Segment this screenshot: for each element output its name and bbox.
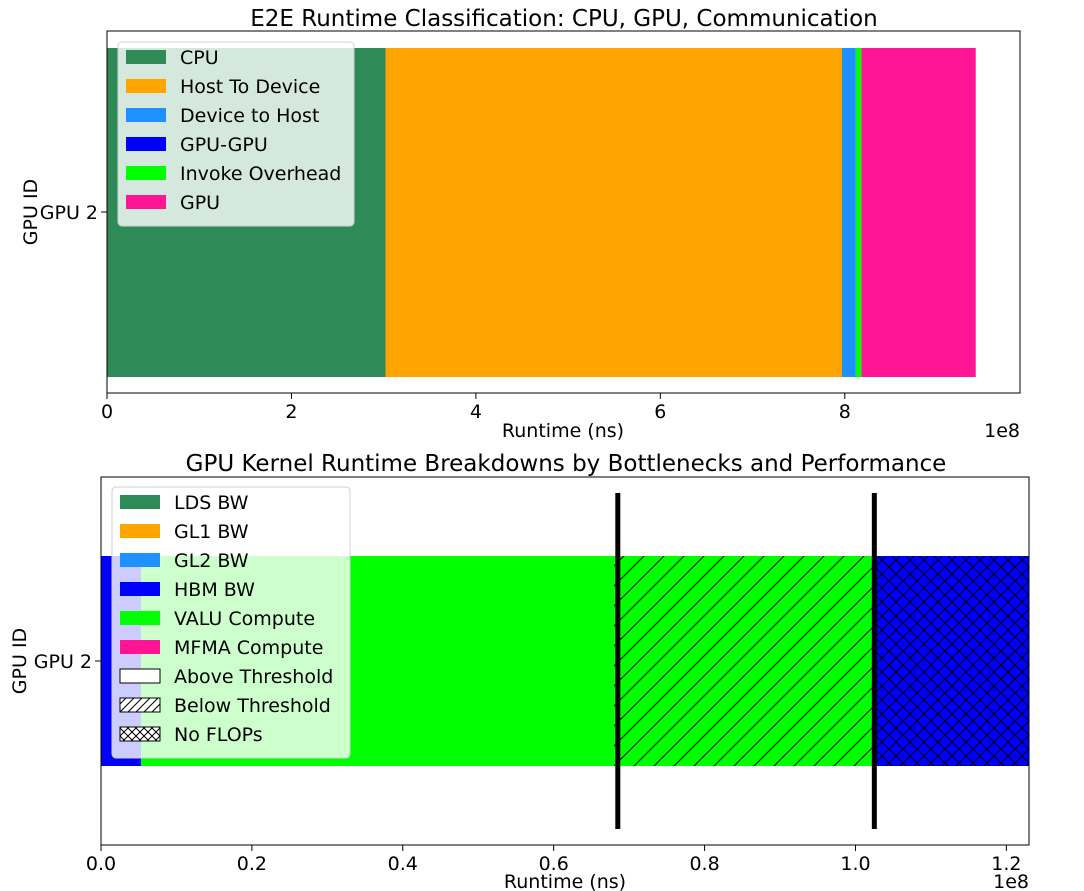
chart2-legend-swatch: [120, 611, 160, 625]
chart1-xtick-label: 2: [285, 401, 297, 423]
chart2-legend-swatch: [120, 495, 160, 509]
chart1-xticks: 0 2 4 6 8: [101, 393, 851, 423]
chart2-xtick-label: 0.4: [388, 853, 418, 875]
chart1-title: E2E Runtime Classification: CPU, GPU, Co…: [250, 6, 877, 32]
chart2-xtick-label: 0.8: [689, 853, 719, 875]
chart2-xticks: 0.0 0.2 0.4 0.6 0.8 1.0 1.2: [86, 845, 1021, 875]
chart2-legend-swatch: [119, 668, 161, 684]
chart1-xtick-label: 0: [101, 401, 113, 423]
chart2-ytick-label: GPU 2: [34, 651, 92, 673]
chart1-legend: CPU Host To Device Device to Host GPU-GPU In…: [117, 41, 355, 227]
chart2-legend-label: Above Threshold: [174, 666, 333, 688]
chart2-offset-text: 1e8: [993, 871, 1029, 891]
chart2-title: GPU Kernel Runtime Breakdowns by Bottlen…: [186, 451, 947, 477]
chart1-ylabel: GPU ID: [20, 179, 42, 245]
kernel-breakdown-chart: GPU Kernel Runtime Breakdowns by Bottlen…: [9, 451, 1030, 891]
chart1-xtick-label: 8: [839, 401, 851, 423]
chart1-legend-label: Host To Device: [180, 76, 320, 98]
chart1-legend-label: Device to Host: [180, 105, 319, 127]
chart1-xlabel: Runtime (ns): [502, 420, 624, 442]
chart1-xtick-label: 4: [470, 401, 482, 423]
chart1-bar-segment-5: [855, 48, 862, 377]
chart1-legend-swatch: [126, 137, 166, 151]
chart1-xtick-label: 6: [654, 401, 666, 423]
chart1-bar-segment-2: [385, 48, 843, 377]
chart2-legend-swatch: [120, 553, 160, 567]
chart2-legend-swatch: [120, 640, 160, 654]
e2e-runtime-chart: E2E Runtime Classification: CPU, GPU, Co…: [20, 6, 1021, 442]
chart1-offset-text: 1e8: [984, 420, 1020, 442]
chart1-legend-swatch: [126, 166, 166, 180]
chart1-legend-swatch: [126, 79, 166, 93]
chart1-legend-label: Invoke Overhead: [180, 163, 341, 185]
chart1-legend-label: GPU-GPU: [180, 134, 268, 156]
chart2-legend-label: LDS BW: [174, 492, 249, 514]
chart2-bar-hatch-3: [614, 556, 875, 766]
chart2-legend-label: Below Threshold: [174, 695, 331, 717]
chart2-xtick-label: 0.2: [237, 853, 267, 875]
chart2-ytick: GPU 2: [34, 651, 101, 673]
chart2-legend-label: VALU Compute: [174, 608, 315, 630]
chart2-legend-swatch-hatch: [119, 697, 161, 713]
chart1-bar-segment-6: [861, 48, 976, 377]
chart1-legend-box: [117, 41, 355, 227]
chart2-legend-swatch-hatch: [119, 726, 161, 742]
chart2-xtick-label: 0.6: [539, 853, 569, 875]
chart2-xtick-label: 0.0: [86, 853, 116, 875]
chart1-legend-swatch: [126, 108, 166, 122]
chart1-legend-label: GPU: [180, 192, 220, 214]
chart2-legend-label: No FLOPs: [174, 724, 263, 746]
chart2-legend-swatch: [120, 524, 160, 538]
chart1-ytick: GPU 2: [40, 202, 107, 224]
chart2-legend-swatch: [120, 582, 160, 596]
chart1-legend-swatch: [126, 195, 166, 209]
chart2-xtick-label: 1.2: [991, 853, 1021, 875]
chart2-legend-label: HBM BW: [174, 579, 255, 601]
chart2-vlines: [615, 493, 877, 829]
chart2-xtick-label: 1.0: [840, 853, 870, 875]
chart2-legend-box: [111, 486, 351, 759]
chart2-xlabel: Runtime (ns): [504, 871, 626, 891]
chart2-bar-hatch-4: [874, 556, 1029, 766]
chart2-legend: LDS BW GL1 BW GL2 BW HBM BW VALU Compute MFMA…: [111, 486, 351, 759]
chart2-legend-label: GL2 BW: [174, 550, 249, 572]
chart1-ytick-label: GPU 2: [40, 202, 98, 224]
chart2-legend-label: GL1 BW: [174, 521, 249, 543]
chart1-legend-swatch: [126, 50, 166, 64]
chart1-legend-label: CPU: [180, 47, 219, 69]
chart2-legend-label: MFMA Compute: [174, 637, 323, 659]
chart2-ylabel: GPU ID: [9, 628, 31, 694]
chart1-bar-segment-3: [842, 48, 856, 377]
